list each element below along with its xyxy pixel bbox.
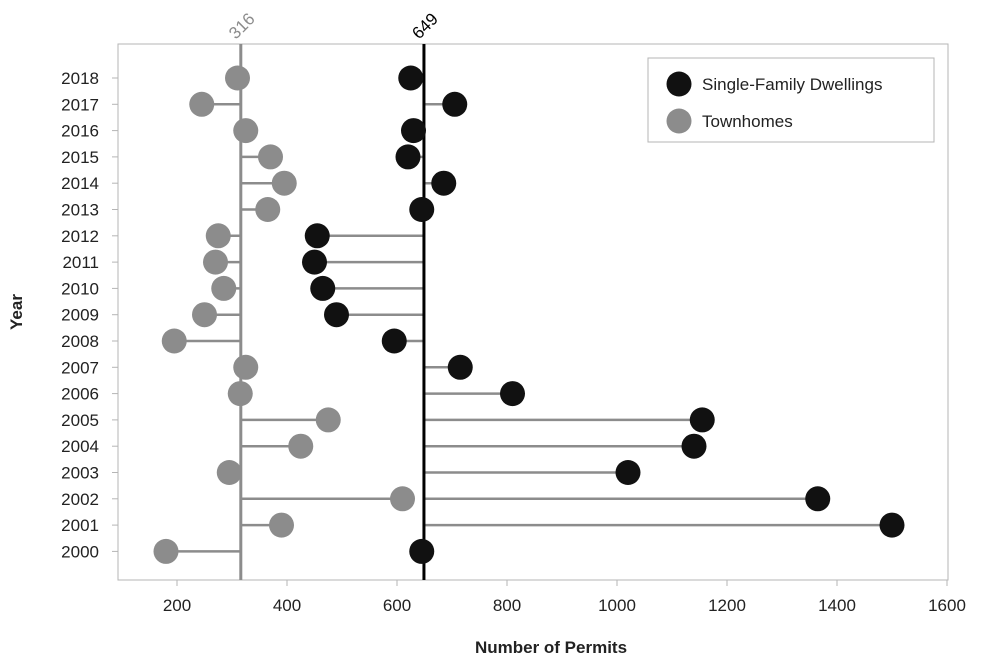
data-point: [288, 433, 314, 459]
reference-line-label: 649: [408, 9, 441, 42]
data-point: [447, 354, 473, 380]
y-tick-label: 2007: [61, 358, 99, 377]
data-point: [233, 354, 259, 380]
x-tick-label: 800: [493, 596, 521, 615]
data-point: [409, 538, 435, 564]
data-point: [689, 407, 715, 433]
data-point: [161, 328, 187, 354]
y-tick-label: 2001: [61, 516, 99, 535]
legend-marker: [666, 71, 692, 97]
data-point: [255, 197, 281, 222]
data-points: [153, 65, 905, 564]
y-tick-label: 2003: [61, 464, 99, 483]
data-point: [269, 512, 294, 538]
y-tick-label: 2005: [61, 411, 99, 430]
data-point: [500, 381, 525, 407]
x-axis-ticks: 200 400 600 800 1000 1200 1400 1600: [163, 580, 966, 615]
x-tick-label: 600: [383, 596, 411, 615]
x-tick-label: 1000: [598, 596, 636, 615]
data-point: [409, 197, 435, 222]
y-tick-label: 2011: [62, 253, 99, 272]
y-tick-label: 2008: [61, 332, 99, 351]
data-point: [216, 460, 242, 485]
data-point: [442, 91, 468, 117]
data-point: [189, 91, 215, 117]
legend-label: Single-Family Dwellings: [702, 75, 882, 94]
data-point: [324, 302, 349, 328]
data-point: [315, 407, 341, 433]
y-tick-label: 2009: [61, 306, 99, 325]
data-point: [431, 170, 457, 196]
data-point: [225, 65, 250, 91]
x-tick-label: 1400: [818, 596, 856, 615]
legend-label: Townhomes: [702, 112, 793, 131]
legend-box: [647, 57, 935, 143]
data-point: [398, 65, 424, 91]
data-point: [211, 275, 237, 301]
y-tick-label: 2010: [61, 279, 99, 298]
data-point: [304, 223, 330, 249]
data-point: [205, 223, 231, 249]
data-point: [390, 486, 415, 512]
data-point: [203, 249, 228, 275]
y-tick-label: 2006: [61, 385, 99, 404]
plot-area-border: [117, 43, 949, 581]
y-axis-ticks: 2000 2001 2002 2003 2004 2005 2006 2007 2008 2009…: [61, 69, 118, 561]
x-tick-label: 1600: [928, 596, 966, 615]
data-point: [401, 118, 426, 144]
x-tick-label: 1200: [708, 596, 746, 615]
data-point: [381, 328, 407, 354]
data-point: [681, 433, 707, 459]
data-point: [310, 275, 336, 301]
x-tick-label: 200: [163, 596, 191, 615]
x-tick-label: 400: [273, 596, 301, 615]
y-tick-label: 2013: [61, 201, 99, 220]
y-tick-label: 2016: [61, 122, 99, 141]
data-point: [258, 144, 283, 170]
y-tick-label: 2017: [61, 95, 99, 114]
y-tick-label: 2014: [61, 174, 99, 193]
data-point: [805, 486, 831, 512]
reference-line-label: 316: [225, 9, 258, 42]
data-point: [302, 249, 327, 275]
legend-marker: [666, 108, 692, 134]
data-point: [227, 381, 253, 407]
y-tick-label: 2012: [61, 227, 99, 246]
data-point: [233, 118, 259, 144]
plot-frame: [117, 43, 949, 581]
data-point: [192, 302, 217, 328]
data-point: [271, 170, 297, 196]
data-point: [615, 460, 641, 485]
x-axis-title: Number of Permits: [475, 638, 627, 657]
data-point: [153, 538, 179, 564]
y-tick-label: 2018: [61, 69, 99, 88]
data-point: [395, 144, 421, 170]
y-axis-title: Year: [7, 294, 26, 330]
y-tick-label: 2015: [61, 148, 99, 167]
data-point: [879, 512, 905, 538]
y-tick-label: 2004: [61, 437, 99, 456]
y-tick-label: 2000: [61, 542, 99, 561]
y-tick-label: 2002: [61, 490, 99, 509]
legend: Single-Family Dwellings Townhomes: [647, 57, 935, 143]
